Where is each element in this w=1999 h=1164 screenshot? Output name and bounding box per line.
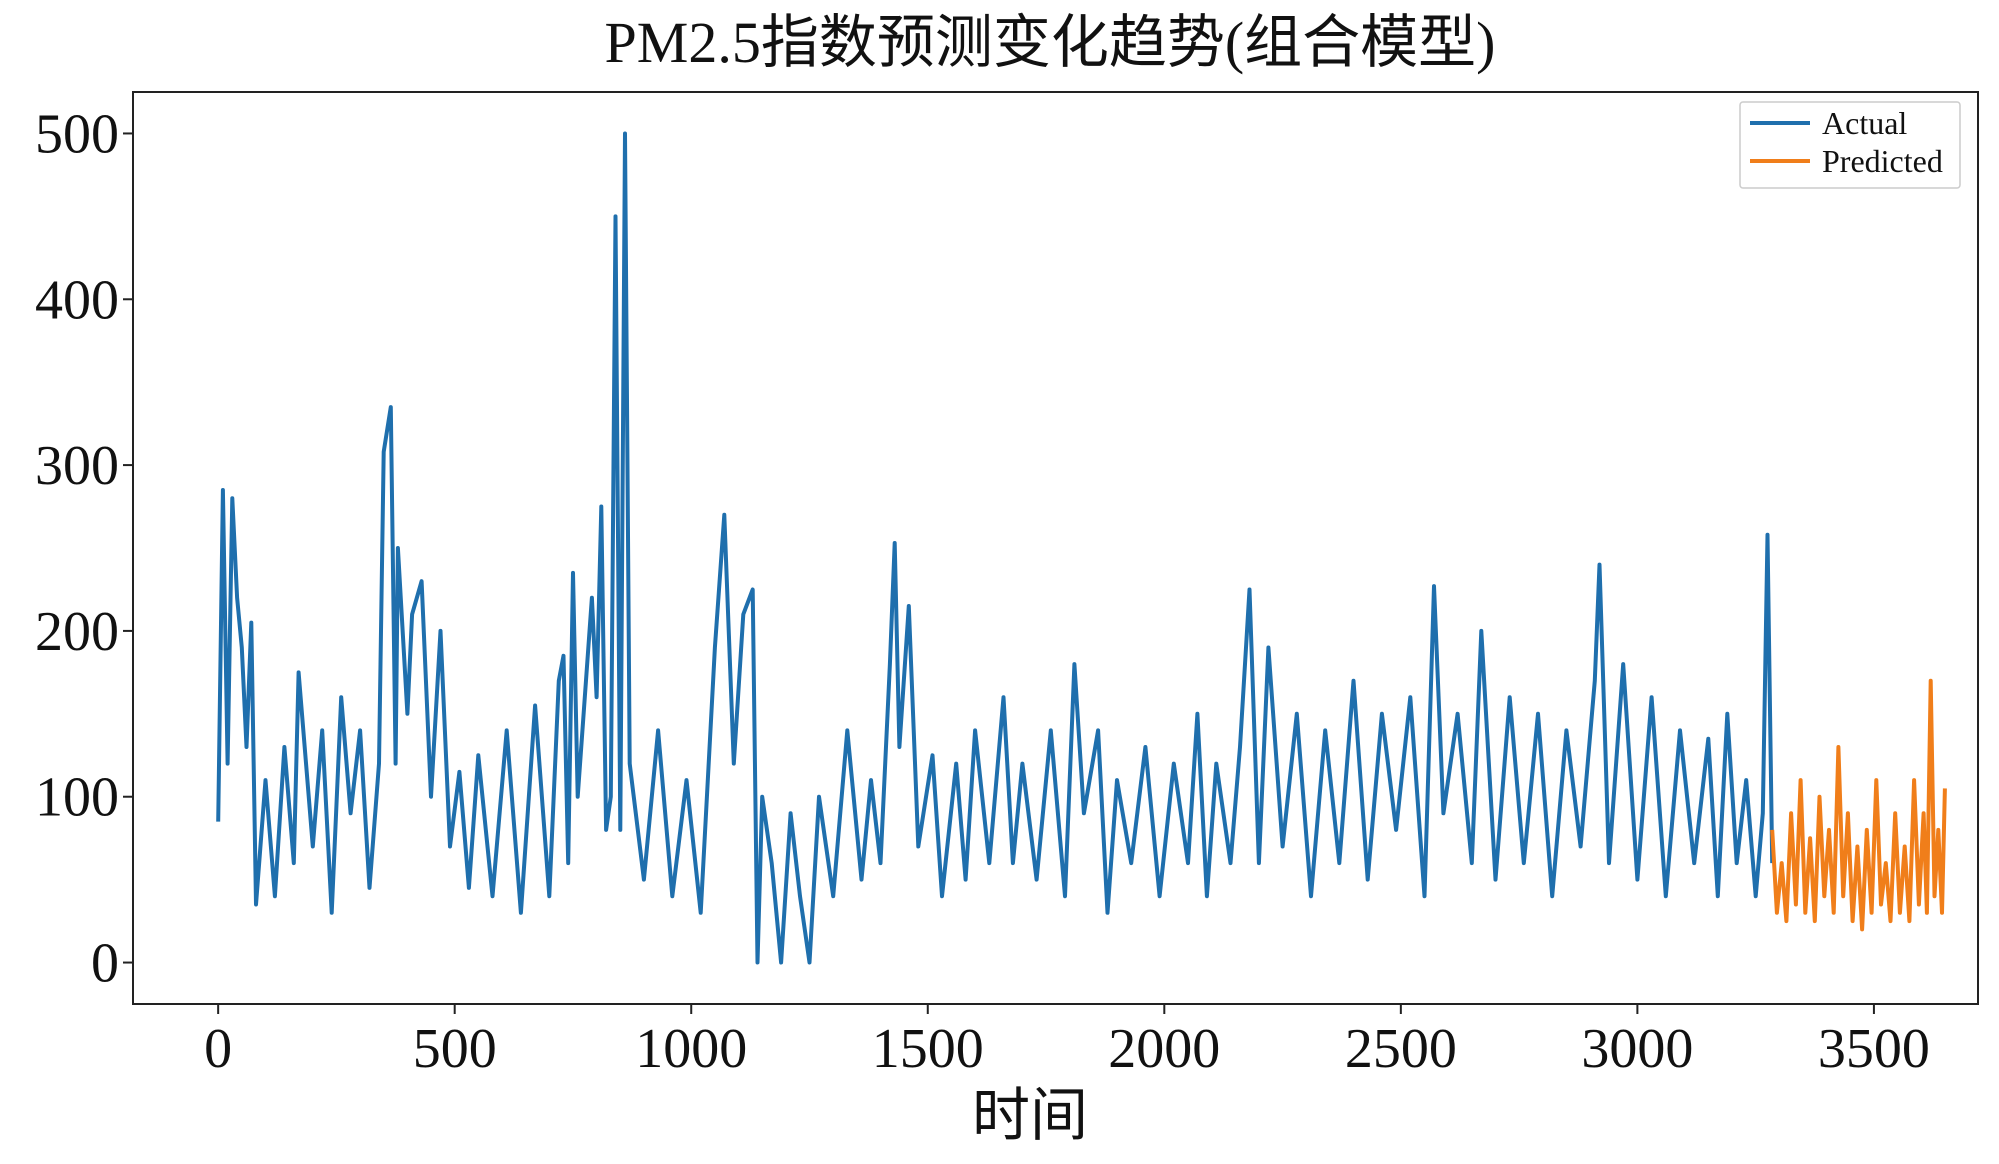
x-tick-label: 3500 — [1818, 1018, 1930, 1080]
series-line-predicted — [1770, 678, 1947, 932]
x-tick-label: 2000 — [1108, 1018, 1220, 1080]
series-layer — [216, 131, 1947, 965]
legend-label-predicted: Predicted — [1822, 143, 1943, 179]
x-axis-label: 时间 — [972, 1083, 1088, 1148]
x-tick-label: 1000 — [635, 1018, 747, 1080]
y-tick-label: 100 — [35, 767, 119, 829]
legend-label-actual: Actual — [1822, 105, 1907, 141]
y-tick-label: 500 — [35, 103, 119, 165]
y-axis: 0 100 200 300 400 500 — [35, 103, 133, 995]
x-tick-label: 500 — [413, 1018, 497, 1080]
x-tick-label: 2500 — [1345, 1018, 1457, 1080]
x-tick-label: 3000 — [1581, 1018, 1693, 1080]
y-tick-label: 0 — [91, 933, 119, 995]
x-tick-label: 1500 — [872, 1018, 984, 1080]
chart-title: PM2.5指数预测变化趋势(组合模型) — [605, 10, 1496, 75]
plot-area-frame — [132, 91, 1979, 1005]
y-tick-label: 300 — [35, 435, 119, 497]
y-tick-label: 200 — [35, 601, 119, 663]
series-line-actual — [216, 131, 1775, 965]
x-tick-label: 0 — [204, 1018, 232, 1080]
x-axis: 0 500 1000 1500 2000 2500 3000 3500 — [204, 1004, 1930, 1080]
y-tick-label: 400 — [35, 269, 119, 331]
